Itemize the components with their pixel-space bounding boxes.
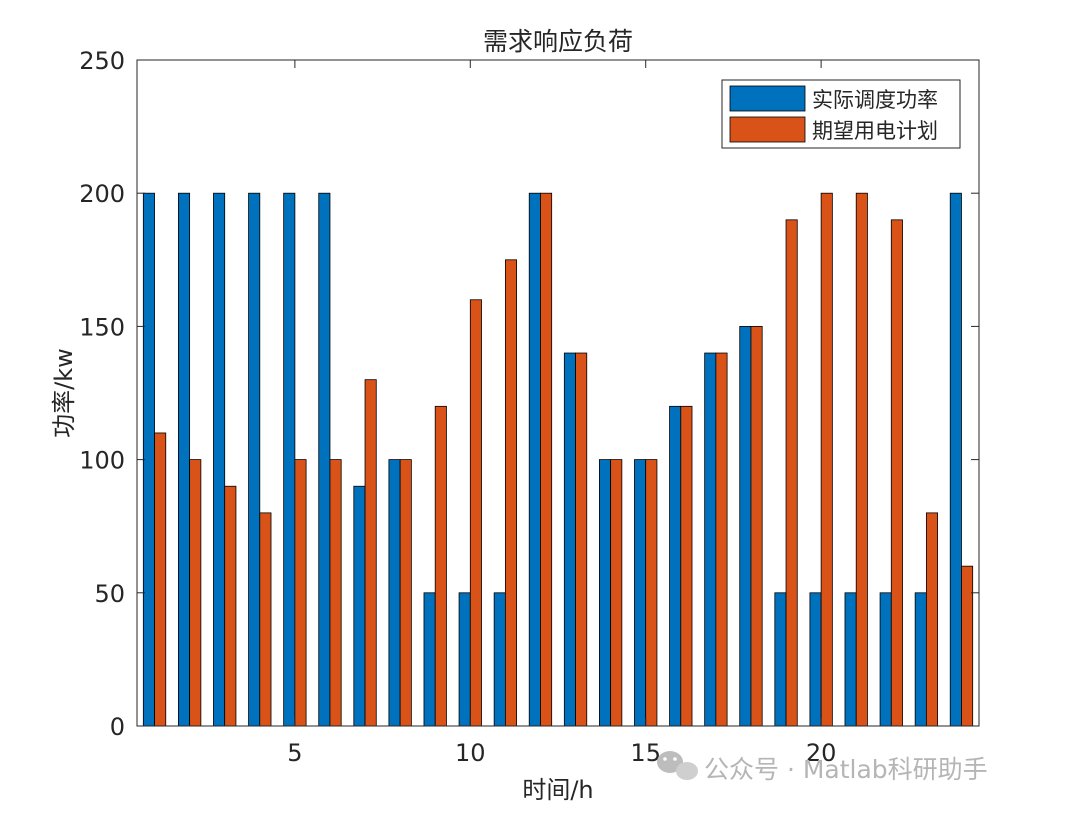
watermark: 公众号 · Matlab科研助手 — [657, 751, 988, 784]
bar-actual-10 — [458, 592, 471, 727]
bar-actual-19 — [774, 592, 787, 727]
bar-actual-24 — [949, 192, 962, 727]
bar-actual-6 — [318, 192, 331, 727]
y-tick-label: 150 — [79, 313, 125, 341]
bar-actual-15 — [634, 459, 647, 727]
bar-plan-18 — [750, 325, 763, 727]
legend-swatch-actual — [729, 85, 806, 112]
bar-plan-16 — [680, 405, 693, 727]
bar-plan-3 — [224, 485, 237, 727]
bar-plan-22 — [890, 219, 903, 727]
bar-actual-17 — [704, 352, 717, 727]
bar-plan-23 — [925, 512, 939, 727]
bar-actual-11 — [493, 592, 506, 727]
chart-title: 需求响应负荷 — [483, 27, 633, 56]
bar-plan-4 — [259, 512, 272, 727]
bar-plan-15 — [645, 459, 658, 727]
x-tick-label: 20 — [806, 739, 837, 767]
bar-plan-1 — [154, 432, 167, 727]
bar-plan-5 — [294, 459, 307, 727]
bar-actual-21 — [844, 592, 857, 727]
bar-plan-14 — [610, 459, 623, 727]
y-tick-label: 250 — [79, 47, 125, 75]
axes-group: 0 50 100 150 200 250 5 10 15 20 — [79, 47, 980, 767]
bar-actual-16 — [669, 405, 682, 727]
bar-plan-13 — [575, 352, 588, 727]
legend: 实际调度功率 期望用电计划 — [721, 79, 961, 149]
x-tick-label: 5 — [287, 739, 302, 767]
bars-group — [142, 192, 974, 727]
y-tick-label: 50 — [94, 580, 125, 608]
x-axis-label: 时间/h — [522, 776, 593, 804]
bar-plan-12 — [540, 192, 553, 727]
y-axis-label: 功率/kw — [50, 348, 78, 438]
bar-plan-8 — [399, 459, 412, 727]
bar-actual-13 — [563, 352, 576, 727]
bar-plan-7 — [364, 379, 377, 727]
bar-actual-14 — [599, 459, 612, 727]
y-tick-label: 0 — [110, 713, 125, 741]
plot-frame — [136, 59, 980, 727]
bar-plan-11 — [504, 259, 518, 727]
bar-actual-22 — [879, 592, 892, 727]
x-tick-label: 15 — [630, 739, 661, 767]
bar-plan-21 — [855, 192, 868, 727]
bar-actual-4 — [248, 192, 261, 727]
bar-actual-5 — [283, 192, 296, 727]
y-tick-label: 100 — [79, 447, 125, 475]
bar-plan-19 — [785, 219, 798, 727]
wechat-icon — [657, 751, 698, 780]
legend-label-actual: 实际调度功率 — [812, 88, 938, 112]
bar-plan-24 — [961, 565, 974, 727]
legend-label-plan: 期望用电计划 — [812, 119, 938, 143]
bar-plan-17 — [715, 352, 728, 727]
bar-actual-3 — [213, 192, 226, 727]
bar-plan-10 — [469, 299, 482, 727]
bar-plan-6 — [329, 459, 342, 727]
bar-actual-7 — [353, 485, 366, 727]
y-tick-label: 200 — [79, 180, 125, 208]
watermark-text: 公众号 · Matlab科研助手 — [704, 755, 988, 784]
bar-actual-12 — [528, 192, 541, 727]
bar-plan-9 — [434, 405, 447, 727]
bar-plan-20 — [820, 192, 833, 727]
x-tick-label: 10 — [455, 739, 486, 767]
bar-actual-9 — [423, 592, 436, 727]
bar-actual-18 — [739, 325, 752, 727]
bar-actual-23 — [914, 592, 927, 727]
bar-actual-20 — [809, 592, 822, 727]
bar-actual-2 — [177, 192, 191, 727]
legend-swatch-plan — [729, 116, 806, 143]
bar-actual-8 — [388, 459, 401, 727]
bar-plan-2 — [189, 459, 202, 727]
